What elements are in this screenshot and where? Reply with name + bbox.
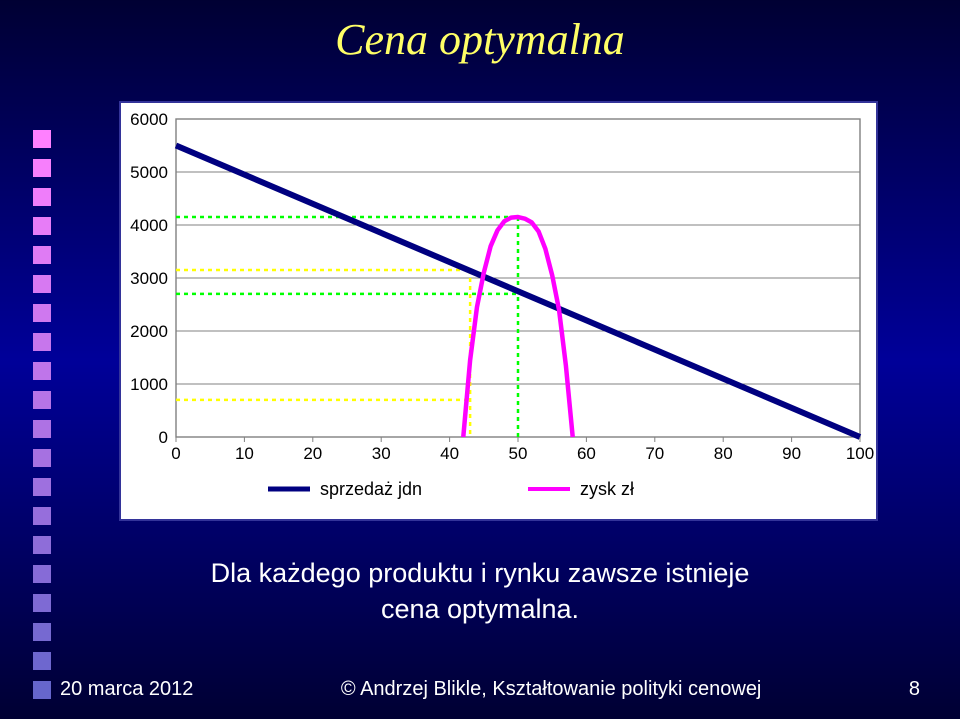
svg-text:2000: 2000: [130, 322, 168, 341]
caption: Dla każdego produktu i rynku zawsze istn…: [0, 555, 960, 628]
svg-text:sprzedaż jdn: sprzedaż jdn: [320, 479, 422, 499]
svg-text:80: 80: [714, 444, 733, 463]
svg-text:5000: 5000: [130, 163, 168, 182]
svg-text:40: 40: [440, 444, 459, 463]
slide-title: Cena optymalna: [0, 14, 960, 65]
footer-page: 8: [909, 678, 920, 701]
svg-text:20: 20: [303, 444, 322, 463]
svg-text:1000: 1000: [130, 375, 168, 394]
svg-text:60: 60: [577, 444, 596, 463]
chart-container: 0 1000 2000 3000 4000 5000 6000 0 10 20 30 40 50 60 70…: [119, 101, 878, 521]
footer: 20 marca 2012 8 © Andrzej Blikle, Kształ…: [60, 678, 920, 701]
svg-text:100: 100: [846, 444, 874, 463]
chart: 0 1000 2000 3000 4000 5000 6000 0 10 20 30 40 50 60 70…: [121, 103, 876, 519]
svg-text:6000: 6000: [130, 110, 168, 129]
svg-text:0: 0: [159, 428, 168, 447]
svg-text:0: 0: [171, 444, 180, 463]
caption-line: cena optymalna.: [381, 594, 579, 624]
svg-text:30: 30: [372, 444, 391, 463]
caption-line: Dla każdego produktu i rynku zawsze istn…: [211, 558, 750, 588]
svg-text:70: 70: [645, 444, 664, 463]
svg-text:zysk zł: zysk zł: [580, 479, 634, 499]
svg-text:10: 10: [235, 444, 254, 463]
footer-date: 20 marca 2012: [60, 678, 193, 701]
svg-text:4000: 4000: [130, 216, 168, 235]
svg-text:90: 90: [782, 444, 801, 463]
svg-text:3000: 3000: [130, 269, 168, 288]
svg-text:50: 50: [509, 444, 528, 463]
